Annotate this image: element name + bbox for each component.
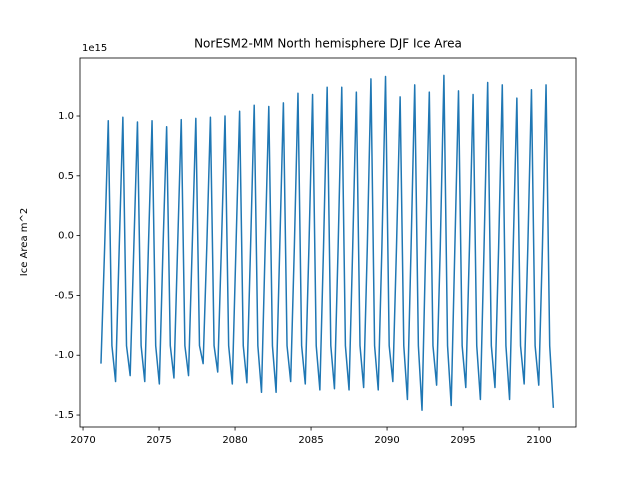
y-tick-label: -1.0 <box>54 350 74 361</box>
data-line <box>100 74 555 411</box>
y-tick-label: 0.5 <box>58 171 74 182</box>
y-tick-label: 0.0 <box>58 231 74 242</box>
x-tick-label: 2095 <box>450 435 475 446</box>
plot-frame <box>79 57 577 428</box>
x-tick-label: 2080 <box>222 435 247 446</box>
x-tick-label: 2100 <box>526 435 551 446</box>
y-tick-label: -1.5 <box>54 410 74 421</box>
x-tick-label: 2085 <box>298 435 323 446</box>
y-tick-label: 1.0 <box>58 111 74 122</box>
x-tick-label: 2075 <box>146 435 171 446</box>
x-tick-label: 2090 <box>374 435 399 446</box>
y-tick-label: -0.5 <box>54 290 74 301</box>
x-tick-label: 2070 <box>70 435 95 446</box>
offset-label: 1e15 <box>82 43 107 54</box>
y-axis-label: Ice Area m^2 <box>19 208 30 276</box>
chart-title: NorESM2-MM North hemisphere DJF Ice Area <box>194 37 462 51</box>
